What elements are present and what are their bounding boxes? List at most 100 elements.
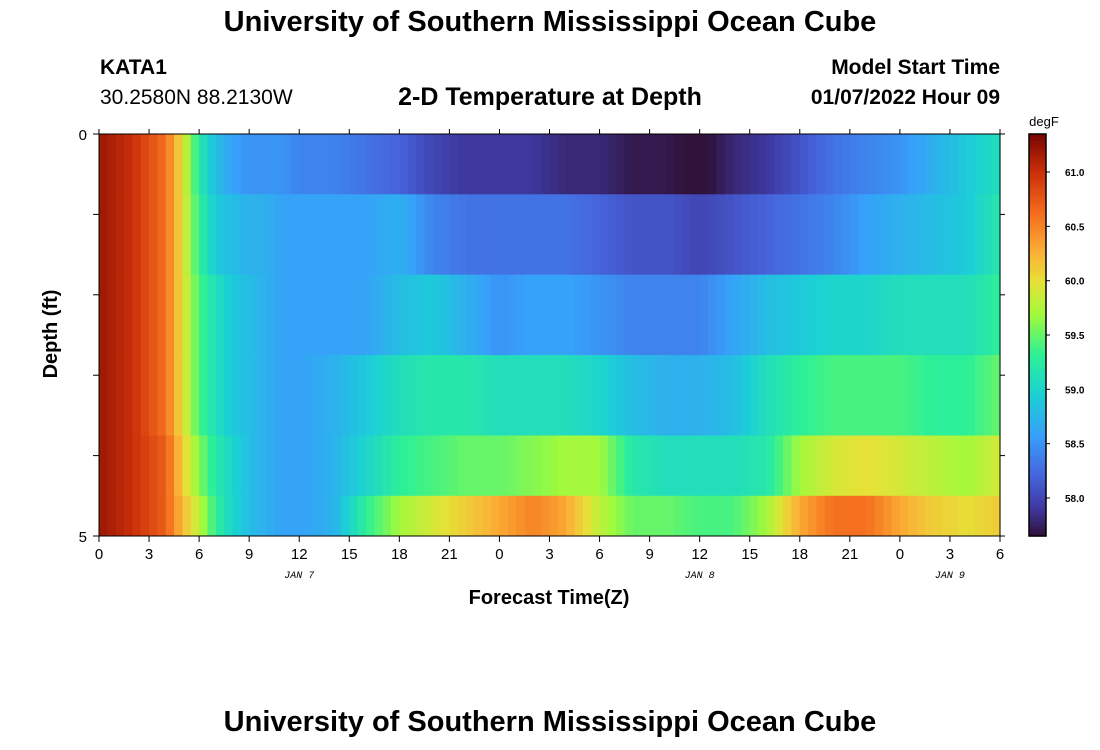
heatmap-cell bbox=[908, 435, 918, 497]
heatmap-cell bbox=[833, 274, 843, 356]
heatmap-cell bbox=[966, 495, 976, 537]
heatmap-cell bbox=[424, 274, 434, 356]
heatmap-cell bbox=[157, 355, 167, 436]
colorbar-segment bbox=[1029, 234, 1046, 239]
heatmap-cell bbox=[557, 134, 567, 195]
heatmap-cell bbox=[507, 355, 517, 436]
colorbar-segment bbox=[1029, 197, 1046, 202]
heatmap-cell bbox=[324, 435, 334, 497]
heatmap-cell bbox=[666, 134, 676, 195]
colorbar-segment bbox=[1029, 321, 1046, 326]
colorbar-segment bbox=[1029, 368, 1046, 373]
x-tick-label: 9 bbox=[245, 546, 253, 563]
heatmap-cell bbox=[265, 355, 275, 436]
colorbar-segment bbox=[1029, 502, 1046, 507]
heatmap-cell bbox=[974, 355, 984, 436]
heatmap-cell bbox=[549, 495, 559, 537]
heatmap-cell bbox=[199, 355, 209, 436]
heatmap-cell bbox=[724, 435, 734, 497]
heatmap-cell bbox=[207, 274, 217, 356]
heatmap-cell bbox=[774, 435, 784, 497]
heatmap-cell bbox=[958, 194, 968, 276]
x-tick-label: 3 bbox=[946, 546, 954, 563]
heatmap-cell bbox=[491, 355, 501, 436]
colorbar-segment bbox=[1029, 294, 1046, 299]
heatmap-cell bbox=[799, 435, 809, 497]
colorbar-segment bbox=[1029, 351, 1046, 356]
heatmap-cell bbox=[482, 134, 492, 195]
heatmap-cell bbox=[649, 194, 659, 276]
heatmap-cell bbox=[574, 134, 584, 195]
heatmap-cell bbox=[140, 274, 150, 356]
heatmap-cell bbox=[716, 435, 726, 497]
heatmap-cell bbox=[541, 134, 551, 195]
heatmap-cell bbox=[657, 194, 667, 276]
heatmap-cell bbox=[132, 134, 142, 195]
heatmap-cell bbox=[324, 134, 334, 195]
colorbar-segment bbox=[1029, 395, 1046, 400]
heatmap-cell bbox=[733, 194, 742, 276]
heatmap-cell bbox=[482, 274, 492, 356]
heatmap-cell bbox=[390, 355, 400, 436]
heatmap-cell bbox=[349, 495, 359, 537]
x-tick-label: 6 bbox=[996, 546, 1004, 563]
heatmap-cell bbox=[491, 435, 501, 497]
x-tick-label: 12 bbox=[691, 546, 708, 563]
heatmap-cell bbox=[182, 355, 192, 436]
heatmap-cell bbox=[299, 274, 309, 356]
heatmap-cell bbox=[340, 134, 350, 195]
heatmap-cell bbox=[340, 355, 350, 436]
heatmap-cell bbox=[124, 194, 133, 276]
heatmap-cell bbox=[916, 495, 926, 537]
colorbar-segment bbox=[1029, 475, 1046, 480]
heatmap-cell bbox=[632, 194, 642, 276]
heatmap-cell bbox=[99, 355, 108, 436]
heatmap-cell bbox=[874, 134, 884, 195]
heatmap-cell bbox=[441, 194, 450, 276]
heatmap-cell bbox=[749, 194, 759, 276]
colorbar-segment bbox=[1029, 244, 1046, 249]
heatmap-cell bbox=[257, 355, 267, 436]
heatmap-cell bbox=[265, 134, 275, 195]
heatmap-cell bbox=[399, 435, 409, 497]
heatmap-cell bbox=[182, 495, 192, 537]
heatmap-cell bbox=[933, 194, 943, 276]
heatmap-cell bbox=[240, 194, 250, 276]
heatmap-cell bbox=[566, 134, 576, 195]
heatmap-cell bbox=[749, 495, 759, 537]
heatmap-cell bbox=[365, 194, 375, 276]
x-tick-label: 21 bbox=[841, 546, 858, 563]
heatmap-cell bbox=[916, 274, 926, 356]
heatmap-cell bbox=[315, 435, 325, 497]
heatmap-cell bbox=[616, 435, 626, 497]
colorbar-segment bbox=[1029, 217, 1046, 222]
heatmap-cell bbox=[474, 274, 484, 356]
heatmap-cell bbox=[240, 355, 250, 436]
heatmap-cell bbox=[833, 194, 843, 276]
heatmap-cell bbox=[307, 435, 317, 497]
heatmap-cell bbox=[190, 274, 200, 356]
colorbar-segment bbox=[1029, 237, 1046, 242]
heatmap-cell bbox=[165, 355, 175, 436]
heatmap-cell bbox=[641, 134, 651, 195]
heatmap-cell bbox=[582, 194, 592, 276]
heatmap-cell bbox=[374, 134, 384, 195]
heatmap-cell bbox=[574, 355, 584, 436]
heatmap-cell bbox=[883, 274, 893, 356]
heatmap-cell bbox=[899, 435, 909, 497]
heatmap-cell bbox=[140, 355, 150, 436]
heatmap-cell bbox=[941, 274, 951, 356]
heatmap-cell bbox=[808, 435, 818, 497]
heatmap-cell bbox=[541, 274, 551, 356]
x-tick-label: 18 bbox=[791, 546, 808, 563]
heatmap-cell bbox=[582, 355, 592, 436]
heatmap-cell bbox=[557, 194, 567, 276]
heatmap-cell bbox=[349, 274, 359, 356]
heatmap-cell bbox=[666, 274, 676, 356]
colorbar-segment bbox=[1029, 495, 1046, 500]
colorbar-segment bbox=[1029, 251, 1046, 256]
colorbar-segment bbox=[1029, 388, 1046, 393]
heatmap-cell bbox=[799, 355, 809, 436]
heatmap-cell bbox=[274, 435, 284, 497]
model-start-label: Model Start Time bbox=[831, 56, 1000, 79]
